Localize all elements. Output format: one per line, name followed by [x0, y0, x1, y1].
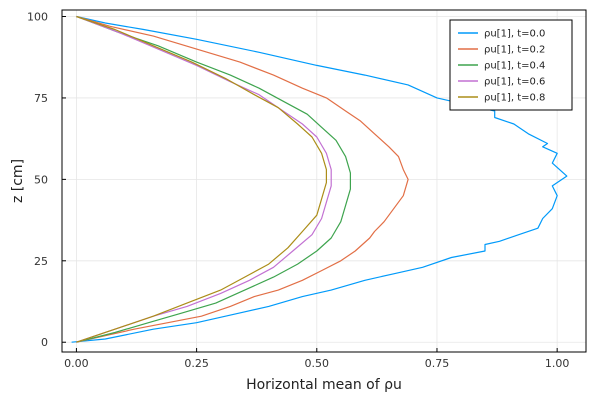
y-tick-label: 75 [34, 92, 48, 105]
series-line [76, 15, 409, 343]
legend-entry: ρu[1], t=0.8 [484, 93, 545, 104]
legend-entry: ρu[1], t=0.6 [484, 77, 545, 88]
series-line [76, 15, 332, 343]
x-tick-label: 0.75 [425, 357, 450, 370]
x-tick-label: 0.00 [64, 357, 89, 370]
x-tick-label: 0.25 [184, 357, 209, 370]
y-tick-label: 100 [27, 11, 48, 24]
series-lines [71, 15, 568, 343]
legend-entry: ρu[1], t=0.0 [484, 29, 545, 40]
x-axis-label: Horizontal mean of ρu [246, 377, 402, 393]
plot-frame [61, 9, 587, 353]
y-tick-label: 0 [41, 336, 48, 349]
y-tick-label: 25 [34, 255, 48, 268]
x-tick-label: 1.00 [545, 357, 570, 370]
series-line [76, 15, 351, 343]
x-tick-label: 0.50 [305, 357, 330, 370]
series-line [76, 15, 327, 343]
series-line [71, 15, 568, 343]
grid [62, 10, 586, 352]
legend-entry: ρu[1], t=0.2 [484, 45, 545, 56]
y-axis-label: z [cm] [10, 159, 26, 203]
y-tick-label: 50 [34, 173, 48, 186]
legend: ρu[1], t=0.0 ρu[1], t=0.2 ρu[1], t=0.4 ρu[1… [449, 19, 573, 111]
legend-entry: ρu[1], t=0.4 [484, 61, 545, 72]
axis-ticks: 0.00 0.25 0.50 0.75 1.00 0 25 50 75 100 [27, 11, 569, 370]
